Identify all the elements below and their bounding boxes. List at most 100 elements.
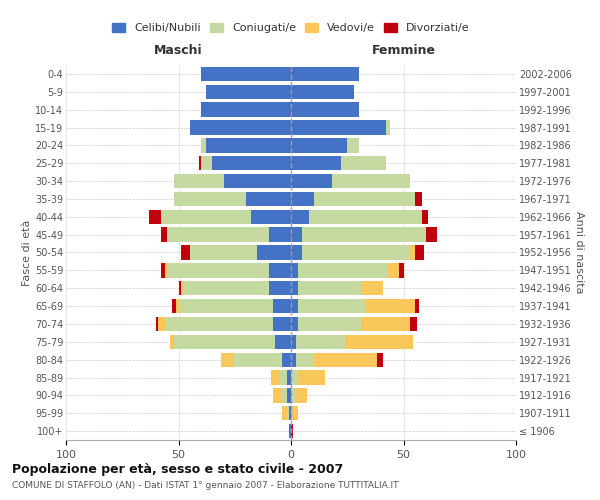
Bar: [309, 210, 421, 224]
Bar: [291, 84, 354, 99]
Bar: [291, 370, 298, 384]
Bar: [291, 102, 359, 117]
Y-axis label: Anni di nascita: Anni di nascita: [574, 211, 584, 294]
Bar: [291, 352, 296, 367]
Bar: [246, 192, 291, 206]
Bar: [291, 424, 293, 438]
Bar: [201, 138, 205, 152]
Bar: [165, 263, 167, 278]
Bar: [179, 299, 273, 313]
Bar: [289, 406, 291, 420]
Bar: [415, 299, 419, 313]
Bar: [341, 156, 386, 170]
Bar: [170, 334, 174, 349]
Bar: [269, 228, 291, 242]
Bar: [377, 352, 383, 367]
Text: Popolazione per età, sesso e stato civile - 2007: Popolazione per età, sesso e stato civil…: [12, 462, 343, 475]
Bar: [282, 352, 291, 367]
Bar: [386, 120, 390, 134]
Bar: [291, 263, 298, 278]
Bar: [167, 263, 269, 278]
Bar: [183, 281, 269, 295]
Bar: [280, 370, 287, 384]
Bar: [302, 246, 410, 260]
Y-axis label: Fasce di età: Fasce di età: [22, 220, 32, 286]
Bar: [181, 281, 183, 295]
Bar: [291, 67, 359, 81]
Bar: [291, 317, 298, 331]
Bar: [314, 352, 377, 367]
Bar: [167, 228, 269, 242]
Bar: [205, 84, 291, 99]
Bar: [181, 246, 190, 260]
Bar: [291, 334, 296, 349]
Bar: [269, 263, 291, 278]
Bar: [365, 299, 415, 313]
Bar: [165, 317, 273, 331]
Bar: [410, 246, 415, 260]
Bar: [201, 156, 212, 170]
Bar: [415, 246, 424, 260]
Bar: [251, 210, 291, 224]
Bar: [291, 406, 298, 420]
Bar: [399, 263, 404, 278]
Bar: [298, 263, 388, 278]
Bar: [156, 317, 158, 331]
Bar: [161, 210, 251, 224]
Bar: [172, 299, 176, 313]
Bar: [296, 334, 345, 349]
Bar: [298, 317, 361, 331]
Bar: [291, 174, 331, 188]
Bar: [421, 210, 428, 224]
Bar: [273, 317, 291, 331]
Bar: [410, 317, 417, 331]
Bar: [361, 281, 383, 295]
Bar: [257, 246, 291, 260]
Bar: [287, 406, 289, 420]
Bar: [345, 334, 413, 349]
Bar: [174, 334, 275, 349]
Legend: Celibi/Nubili, Coniugati/e, Vedovi/e, Divorziati/e: Celibi/Nubili, Coniugati/e, Vedovi/e, Di…: [108, 18, 474, 38]
Bar: [291, 246, 302, 260]
Bar: [201, 102, 291, 117]
Bar: [149, 210, 161, 224]
Bar: [291, 281, 298, 295]
Bar: [174, 192, 246, 206]
Text: Maschi: Maschi: [154, 44, 203, 58]
Bar: [161, 263, 165, 278]
Bar: [331, 174, 410, 188]
Bar: [302, 228, 426, 242]
Bar: [158, 317, 165, 331]
Bar: [291, 192, 314, 206]
Bar: [314, 192, 415, 206]
Bar: [291, 299, 298, 313]
Bar: [298, 370, 325, 384]
Bar: [291, 210, 309, 224]
Text: COMUNE DI STAFFOLO (AN) - Dati ISTAT 1° gennaio 2007 - Elaborazione TUTTITALIA.I: COMUNE DI STAFFOLO (AN) - Dati ISTAT 1° …: [12, 480, 398, 490]
Bar: [273, 299, 291, 313]
Bar: [205, 138, 291, 152]
Bar: [296, 388, 307, 402]
Bar: [190, 120, 291, 134]
Bar: [223, 174, 291, 188]
Bar: [426, 228, 437, 242]
Bar: [174, 174, 223, 188]
Bar: [415, 192, 421, 206]
Bar: [221, 352, 233, 367]
Bar: [291, 388, 296, 402]
Bar: [291, 156, 341, 170]
Bar: [212, 156, 291, 170]
Bar: [179, 281, 181, 295]
Bar: [291, 228, 302, 242]
Bar: [190, 246, 257, 260]
Bar: [161, 228, 167, 242]
Bar: [289, 424, 291, 438]
Bar: [282, 406, 287, 420]
Bar: [273, 388, 282, 402]
Text: Femmine: Femmine: [371, 44, 436, 58]
Bar: [199, 156, 201, 170]
Bar: [298, 281, 361, 295]
Bar: [361, 317, 410, 331]
Bar: [287, 388, 291, 402]
Bar: [233, 352, 282, 367]
